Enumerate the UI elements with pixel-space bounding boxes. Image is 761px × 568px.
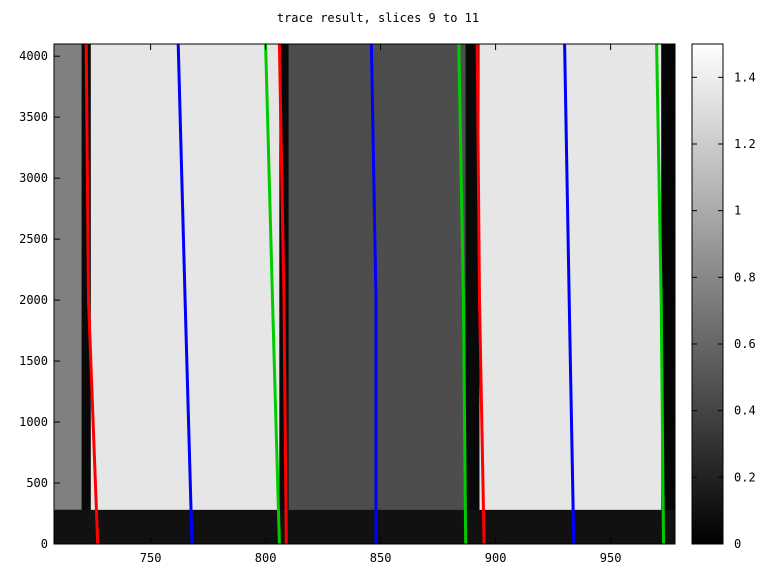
x-axis: 750 800 850 900 950	[140, 44, 622, 565]
colorbar-tick-label: 0	[734, 537, 741, 551]
trace-line	[369, 44, 378, 544]
colorbar	[691, 43, 724, 545]
trace-line	[176, 44, 194, 544]
heatmap-band	[54, 509, 675, 544]
trace-line	[475, 44, 486, 544]
colorbar-tick-label: 1.2	[734, 137, 756, 151]
x-tick-label: 750	[140, 551, 162, 564]
y-axis: 0 500 1000 1500 2000 2500 3000 3500 4000	[19, 49, 675, 551]
colorbar-tick-label: 0.4	[734, 404, 756, 418]
trace-lines	[84, 44, 665, 544]
y-tick-label: 0	[41, 537, 48, 551]
y-tick-label: 1500	[19, 354, 48, 368]
chart-title: trace result, slices 9 to 11	[277, 11, 479, 25]
y-tick-label: 3000	[19, 171, 48, 185]
trace-line	[457, 44, 468, 544]
colorbar-tick-label: 0.6	[734, 337, 756, 351]
y-tick-label: 4000	[19, 49, 48, 63]
colorbar-tick-label: 0.2	[734, 470, 756, 484]
trace-line	[655, 44, 665, 544]
heatmap-image	[54, 44, 675, 544]
y-tick-label: 2000	[19, 293, 48, 307]
y-tick-label: 2500	[19, 232, 48, 246]
heatmap-band	[54, 44, 82, 510]
x-tick-label: 800	[255, 551, 277, 564]
colorbar-tick-label: 0.8	[734, 270, 756, 284]
y-tick-label: 1000	[19, 415, 48, 429]
heatmap-band	[465, 44, 480, 544]
colorbar-tick-label: 1.4	[734, 70, 756, 84]
trace-line	[264, 44, 281, 544]
heatmap-band	[81, 44, 91, 544]
x-tick-label: 950	[600, 551, 622, 564]
trace-line	[84, 44, 100, 544]
colorbar-tick-label: 1	[734, 204, 741, 218]
x-tick-label: 850	[370, 551, 392, 564]
y-tick-label: 3500	[19, 110, 48, 124]
plot-frame	[53, 43, 676, 545]
colorbar-axis: 0 0.2 0.4 0.6 0.8 1 1.2 1.4	[692, 70, 756, 551]
y-tick-label: 500	[26, 476, 48, 490]
trace-line	[277, 44, 288, 544]
x-tick-label: 900	[485, 551, 507, 564]
trace-line	[563, 44, 576, 544]
